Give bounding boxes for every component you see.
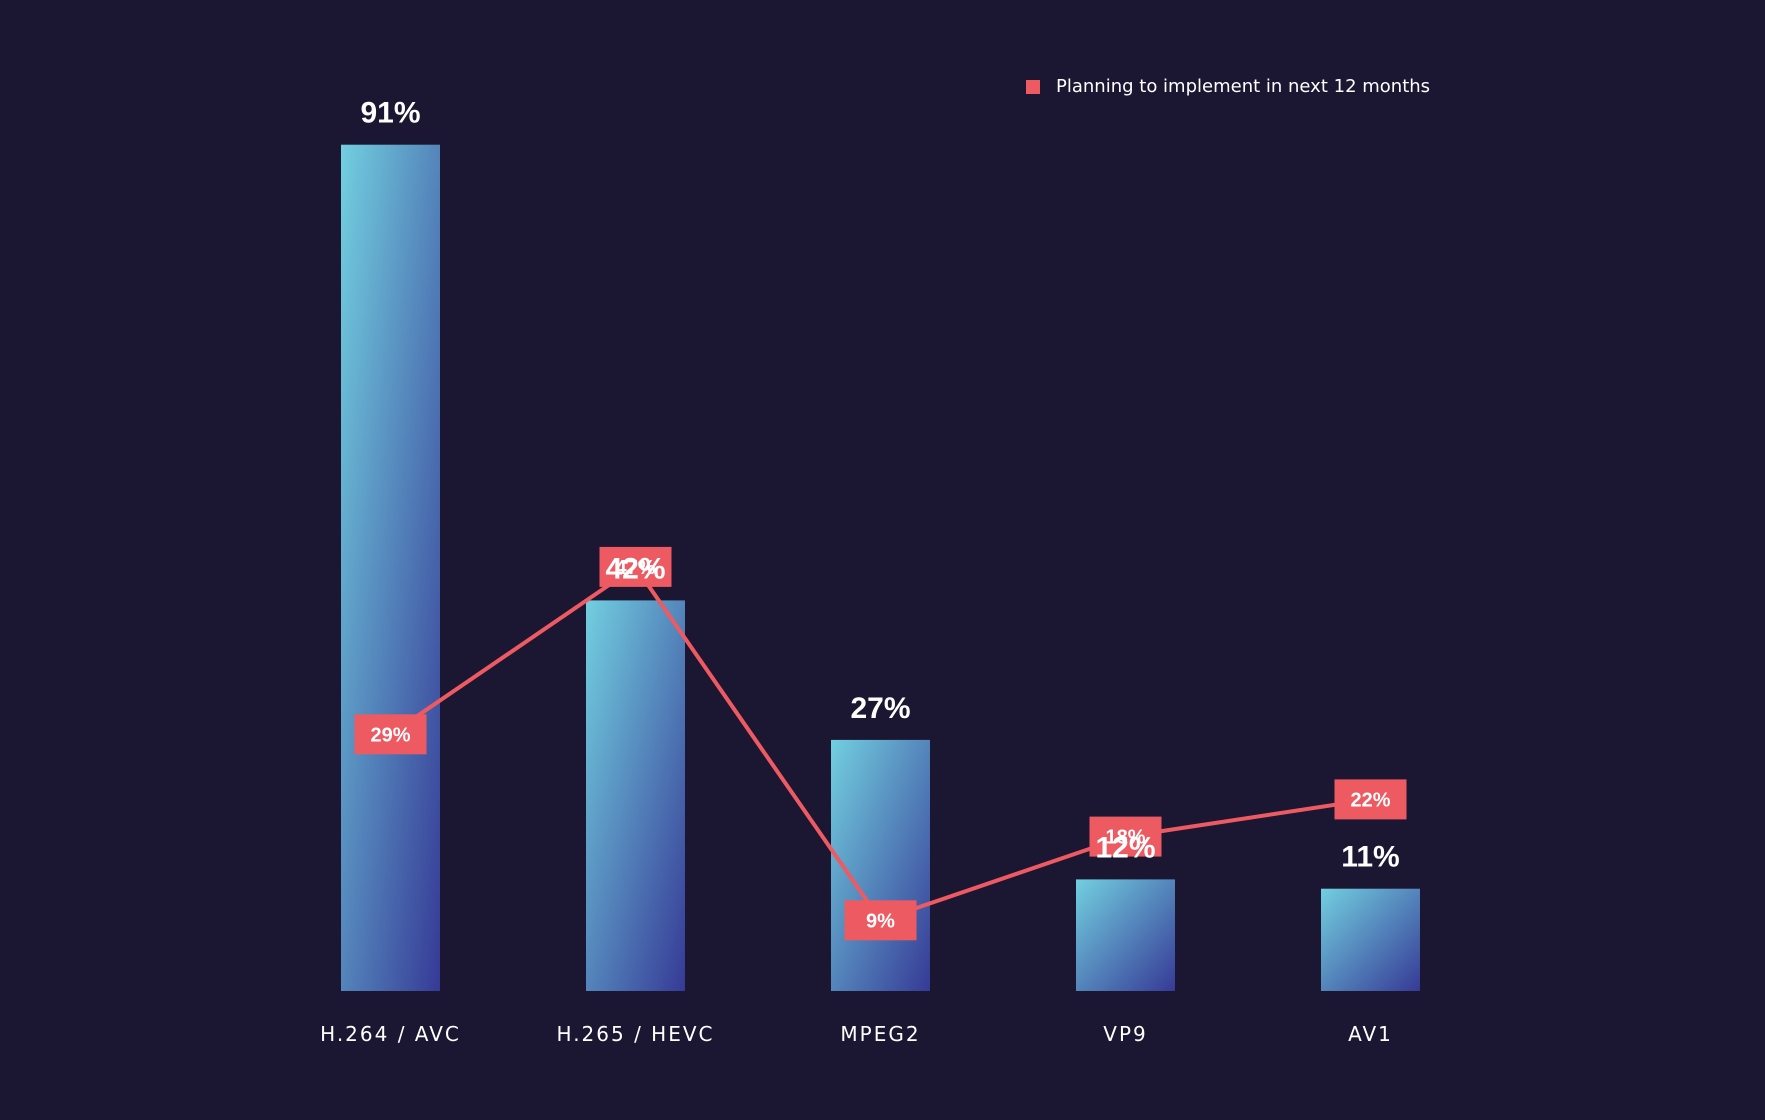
bar-value-label-4: 11% xyxy=(1341,841,1399,874)
bar-4 xyxy=(1321,888,1420,991)
line-point-marker-0 xyxy=(354,714,427,755)
bar-value-label-0: 91% xyxy=(360,97,420,130)
bar-value-label-3: 12% xyxy=(1095,831,1155,864)
line-point-marker-3 xyxy=(1089,816,1162,857)
line-point-marker-1 xyxy=(599,546,672,587)
bar-group xyxy=(341,144,1420,991)
label-group: 91% H.264 / AVC 42% H.265 / HEVC 27% MPEG2 12%… xyxy=(320,97,1400,1046)
line-point-label-1: 47% xyxy=(615,557,655,579)
x-tick-label-4: AV1 xyxy=(1348,1022,1393,1046)
line-point-label-4: 22% xyxy=(1350,789,1390,811)
x-tick-label-3: VP9 xyxy=(1103,1022,1147,1046)
bar-2 xyxy=(831,739,930,991)
line-point-label-0: 29% xyxy=(370,724,410,746)
legend: Planning to implement in next 12 months xyxy=(1026,76,1430,97)
line-point-marker-2 xyxy=(844,900,917,941)
bar-value-label-1: 42% xyxy=(605,552,665,585)
bar-value-label-2: 27% xyxy=(850,692,910,725)
line-point-label-3: 18% xyxy=(1105,827,1145,849)
x-tick-label-0: H.264 / AVC xyxy=(320,1022,461,1046)
legend-label: Planning to implement in next 12 months xyxy=(1056,76,1431,97)
bar-0 xyxy=(341,144,440,991)
line-point-label-2: 9% xyxy=(866,910,895,932)
x-tick-label-2: MPEG2 xyxy=(840,1022,920,1046)
legend-swatch xyxy=(1026,79,1040,94)
x-tick-label-1: H.265 / HEVC xyxy=(557,1022,715,1046)
line-point-marker-4 xyxy=(1334,779,1407,820)
line-series-group: 29% 47% 9% 18% 22% xyxy=(354,546,1407,941)
bar-3 xyxy=(1076,879,1175,991)
bar-1 xyxy=(586,600,685,991)
